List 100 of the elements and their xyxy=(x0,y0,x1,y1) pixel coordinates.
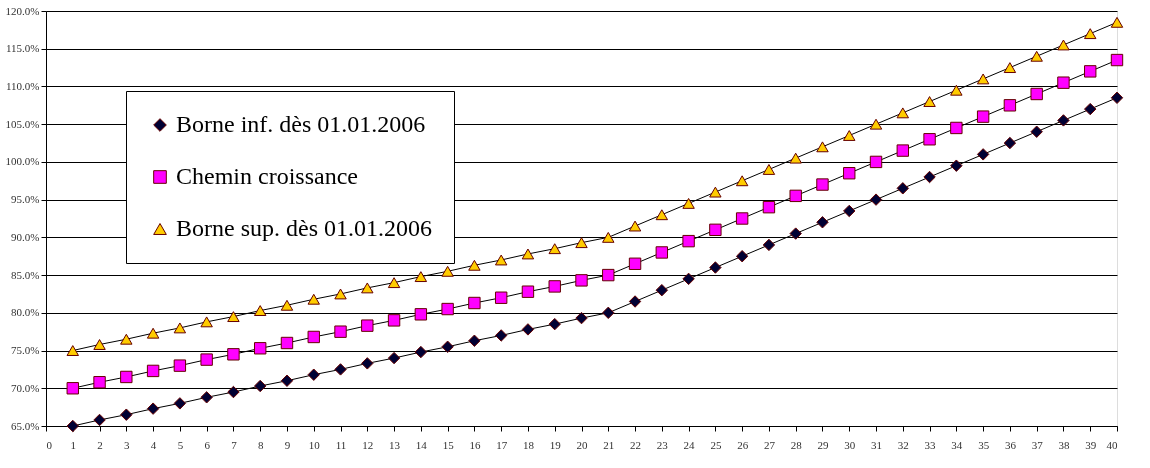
point xyxy=(602,231,615,243)
point xyxy=(789,189,802,203)
point xyxy=(120,333,133,345)
point xyxy=(227,311,240,323)
point xyxy=(307,330,320,344)
point xyxy=(976,148,990,161)
point xyxy=(816,178,829,191)
point xyxy=(387,314,401,327)
point xyxy=(66,419,79,433)
point xyxy=(735,250,749,263)
point xyxy=(950,121,963,135)
x-tick-label: 38 xyxy=(1058,438,1070,451)
point xyxy=(843,167,856,180)
x-tick-label: 5 xyxy=(177,438,184,451)
point xyxy=(896,107,909,119)
point xyxy=(120,408,133,421)
point xyxy=(1057,39,1070,51)
point xyxy=(1030,125,1043,138)
point xyxy=(682,197,695,209)
point xyxy=(869,193,883,206)
point xyxy=(682,234,695,248)
x-tick-label: 1 xyxy=(70,438,77,451)
y-tick-label: 100.0% xyxy=(5,155,40,168)
point xyxy=(1110,91,1124,104)
point xyxy=(1084,102,1097,116)
point xyxy=(307,368,320,381)
y-tick-label: 95.0% xyxy=(11,193,40,206)
y-tick-label: 110.0% xyxy=(5,79,40,92)
point xyxy=(387,277,401,289)
x-tick-label: 24 xyxy=(683,438,696,451)
x-tick-label: 8 xyxy=(257,438,264,451)
point xyxy=(923,170,936,184)
point xyxy=(548,243,561,255)
x-tick-label: 23 xyxy=(656,438,669,451)
x-tick-label: 27 xyxy=(763,438,776,451)
x-tick-label: 12 xyxy=(362,438,374,451)
point xyxy=(93,339,106,350)
point xyxy=(1057,114,1070,127)
point xyxy=(361,319,374,332)
point xyxy=(869,118,883,130)
point xyxy=(494,329,508,342)
x-tick-label: 10 xyxy=(308,438,321,451)
point xyxy=(468,259,481,271)
y-tick-label: 65.0% xyxy=(11,419,40,432)
x-tick-label: 19 xyxy=(549,438,562,451)
x-tick-label: 17 xyxy=(496,438,508,451)
x-tick-label: 36 xyxy=(1004,438,1017,451)
point xyxy=(950,84,963,96)
point xyxy=(414,345,428,359)
point xyxy=(896,182,909,195)
point xyxy=(976,110,990,123)
point xyxy=(762,200,776,214)
point xyxy=(66,382,79,395)
point xyxy=(762,238,776,252)
x-tick-label: 3 xyxy=(124,438,131,451)
point xyxy=(227,385,240,399)
point xyxy=(1084,65,1097,78)
y-tick-label: 115.0% xyxy=(5,42,40,55)
legend-label: Borne sup. dès 01.01.2006 xyxy=(176,215,432,241)
point xyxy=(1003,136,1017,150)
x-tick-label: 2 xyxy=(97,438,103,451)
x-tick-label: 9 xyxy=(284,438,291,451)
x-tick-label: 4 xyxy=(150,438,157,451)
point xyxy=(173,359,187,372)
point xyxy=(334,325,347,338)
point xyxy=(200,391,213,404)
point xyxy=(414,308,428,321)
point xyxy=(254,305,267,316)
y-tick-label: 75.0% xyxy=(11,344,40,357)
point xyxy=(521,285,535,298)
point xyxy=(468,334,481,347)
point xyxy=(655,283,669,297)
point xyxy=(655,209,669,221)
point xyxy=(66,345,79,356)
x-tick-label: 21 xyxy=(603,438,615,451)
point xyxy=(816,141,829,153)
point xyxy=(575,274,588,287)
point xyxy=(789,152,802,164)
point xyxy=(494,254,508,266)
point xyxy=(1003,62,1017,74)
point xyxy=(441,265,454,277)
point xyxy=(816,216,829,229)
point xyxy=(120,370,133,384)
x-tick-label: 15 xyxy=(442,438,455,451)
point xyxy=(361,357,374,370)
x-tick-label: 31 xyxy=(871,438,883,451)
x-tick-label: 22 xyxy=(630,438,642,451)
point xyxy=(1030,87,1043,101)
x-tick-label: 34 xyxy=(951,438,963,451)
point xyxy=(468,296,481,310)
point xyxy=(655,246,669,259)
point xyxy=(146,402,160,415)
point xyxy=(843,130,856,141)
point xyxy=(254,379,267,393)
point xyxy=(334,288,347,300)
x-tick-label: 35 xyxy=(978,438,990,451)
y-tick-label: 120.0% xyxy=(5,4,40,17)
y-tick-label: 85.0% xyxy=(11,268,40,281)
point xyxy=(93,376,106,389)
point xyxy=(173,322,187,334)
